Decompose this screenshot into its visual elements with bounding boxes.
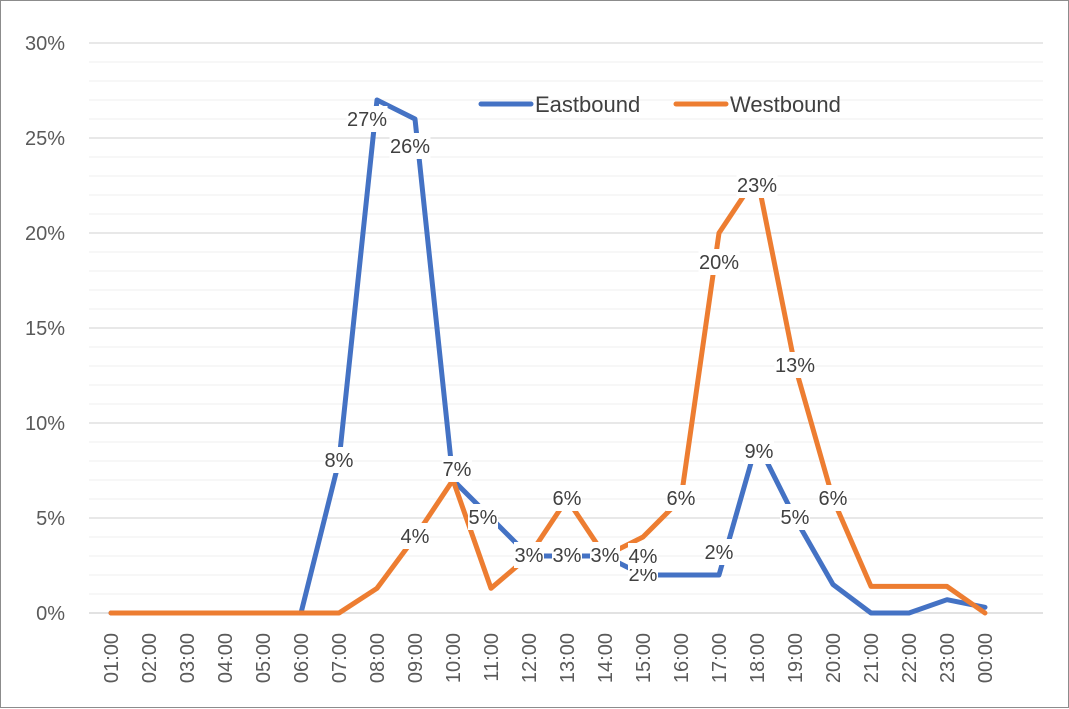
- data-label-background: [442, 456, 472, 482]
- data-label-background: [666, 485, 696, 511]
- data-label-eastbound: 9%: [745, 441, 774, 463]
- x-tick-label: 21:00: [861, 633, 883, 683]
- data-label-background: [704, 539, 734, 565]
- x-tick-label: 20:00: [823, 633, 845, 683]
- x-tick-label: 04:00: [215, 633, 237, 683]
- data-label-eastbound: 3%: [553, 545, 582, 567]
- x-tick-label: 07:00: [329, 633, 351, 683]
- data-label-background: [514, 542, 544, 568]
- data-label-eastbound: 3%: [591, 545, 620, 567]
- data-label-background: [552, 485, 582, 511]
- data-label-background: [590, 542, 620, 568]
- data-label-westbound: 6%: [667, 488, 696, 510]
- x-tick-label: 00:00: [975, 633, 997, 683]
- data-label-background: [736, 172, 778, 198]
- data-label-background: [780, 504, 810, 530]
- x-tick-label: 08:00: [367, 633, 389, 683]
- x-tick-label: 13:00: [557, 633, 579, 683]
- data-label-background: [628, 543, 658, 569]
- data-label-westbound: 23%: [737, 175, 777, 197]
- data-label-westbound: 20%: [699, 252, 739, 274]
- x-tick-label: 10:00: [443, 633, 465, 683]
- data-label-westbound: 13%: [775, 355, 815, 377]
- data-label-background: [744, 438, 774, 464]
- data-label-eastbound: 5%: [781, 507, 810, 529]
- y-tick-label: 25%: [25, 128, 65, 150]
- x-tick-label: 09:00: [405, 633, 427, 683]
- y-tick-label: 5%: [36, 508, 65, 530]
- data-label-westbound: 4%: [401, 526, 430, 548]
- x-tick-label: 02:00: [139, 633, 161, 683]
- legend-label-eastbound: Eastbound: [535, 92, 640, 117]
- data-label-westbound: 6%: [553, 488, 582, 510]
- x-tick-label: 11:00: [481, 633, 503, 682]
- y-tick-label: 0%: [36, 603, 65, 625]
- x-tick-label: 05:00: [253, 633, 275, 683]
- x-tick-label: 18:00: [747, 633, 769, 683]
- data-label-eastbound: 5%: [469, 507, 498, 529]
- y-tick-label: 30%: [25, 33, 65, 55]
- data-label-eastbound: 27%: [347, 109, 387, 131]
- data-label-background: [774, 352, 816, 378]
- series-line-eastbound: [108, 97, 988, 616]
- data-label-westbound: 4%: [629, 546, 658, 568]
- data-label-eastbound: 3%: [515, 545, 544, 567]
- data-label-background: [400, 523, 430, 549]
- series-line-westbound: [108, 173, 988, 616]
- x-tick-label: 03:00: [177, 633, 199, 683]
- data-label-background: [698, 249, 740, 275]
- data-label-eastbound: 8%: [325, 450, 354, 472]
- data-label-westbound: 7%: [443, 459, 472, 481]
- data-label-eastbound: 2%: [705, 542, 734, 564]
- x-tick-label: 06:00: [291, 633, 313, 683]
- x-tick-label: 23:00: [937, 633, 959, 683]
- x-tick-label: 14:00: [595, 633, 617, 683]
- data-label-background: [324, 447, 354, 473]
- x-tick-label: 19:00: [785, 633, 807, 683]
- data-label-background: [389, 133, 431, 159]
- legend-label-westbound: Westbound: [730, 92, 841, 117]
- data-label-background: [552, 542, 582, 568]
- data-label-eastbound: 2%: [629, 564, 658, 586]
- y-tick-label: 10%: [25, 413, 65, 435]
- x-tick-label: 15:00: [633, 633, 655, 683]
- data-label-background: [346, 106, 388, 132]
- x-tick-label: 22:00: [899, 633, 921, 683]
- x-tick-label: 12:00: [519, 633, 541, 683]
- y-tick-label: 20%: [25, 223, 65, 245]
- x-tick-label: 17:00: [709, 633, 731, 683]
- x-tick-label: 01:00: [101, 633, 123, 683]
- data-label-background: [468, 504, 498, 530]
- x-tick-label: 16:00: [671, 633, 693, 683]
- y-tick-label: 15%: [25, 318, 65, 340]
- data-label-background: [818, 485, 848, 511]
- data-label-eastbound: 26%: [390, 136, 430, 158]
- data-label-westbound: 6%: [819, 488, 848, 510]
